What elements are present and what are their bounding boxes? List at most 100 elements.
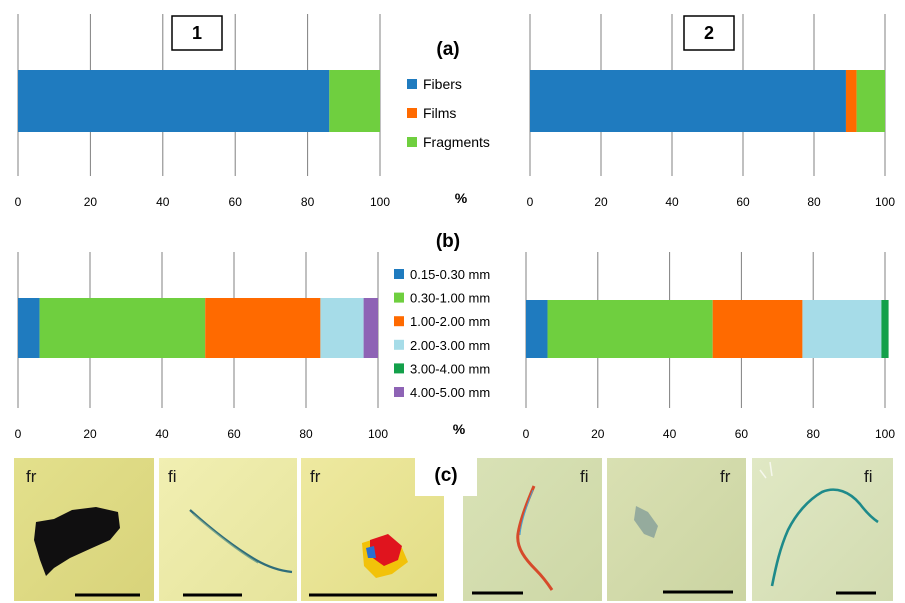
panel-c-label-box	[415, 452, 477, 496]
legend-a: Fibers Films Fragments	[407, 76, 490, 150]
dark-fragment-particle	[34, 507, 120, 576]
ticks-b2: 0 20 40 60 80 100	[523, 427, 896, 441]
blue-fiber-particle	[189, 509, 293, 574]
legend-label-fragments: Fragments	[423, 134, 490, 150]
x-tick-label: 60	[735, 427, 749, 441]
legend-swatch-3-00-4-00-mm	[394, 363, 404, 374]
x-tick-label: 80	[299, 427, 313, 441]
x-tick-label: 40	[665, 195, 679, 209]
x-tick-label: 80	[301, 195, 315, 209]
teal-fiber-particle	[770, 488, 879, 587]
chart-b2: 0 20 40 60 80 100	[523, 252, 896, 441]
x-unit-label-b: %	[453, 421, 466, 437]
legend-swatch-4-00-5-00-mm	[394, 387, 404, 397]
panel-label-c: (c)	[434, 465, 457, 486]
x-tick-label: 100	[370, 195, 390, 209]
x-tick-label: 40	[156, 195, 170, 209]
x-tick-label: 60	[736, 195, 750, 209]
photo-red-fiber: fi	[463, 458, 602, 601]
legend-swatch-0-30-1-00-mm	[394, 292, 404, 303]
site-1-label-box	[171, 15, 223, 51]
bar-segment-0-15-0-30-mm	[18, 298, 40, 358]
bars-a1	[18, 70, 380, 132]
legend-label-fibers: Fibers	[423, 76, 462, 92]
bar-segment-2-00-3-00-mm	[802, 300, 882, 358]
bar-segment-fragments	[329, 70, 380, 132]
x-tick-label: 60	[227, 427, 241, 441]
bar-segment-fibers	[18, 70, 330, 132]
photo-pale-fragment: fr	[607, 458, 746, 601]
bars-a2	[530, 70, 885, 132]
x-tick-label: 40	[155, 427, 169, 441]
photo-label: fi	[580, 467, 589, 486]
photo-strip: fr fi fr fi	[14, 452, 893, 601]
x-tick-label: 20	[83, 427, 97, 441]
x-tick-label: 20	[594, 195, 608, 209]
legend-label-4-00-5-00-mm: 4.00-5.00 mm	[410, 385, 490, 400]
bar-segment-4-00-5-00-mm	[363, 298, 378, 358]
photo-label: fr	[26, 467, 37, 486]
photo-teal-fiber: fi	[752, 458, 893, 601]
ticks-a2: 0 20 40 60 80 100	[527, 195, 896, 209]
x-unit-label-a: %	[455, 190, 468, 206]
legend-swatch-2-00-3-00-mm	[394, 339, 404, 350]
legend-label-0-15-0-30-mm: 0.15-0.30 mm	[410, 267, 490, 282]
site-2-label: 2	[704, 23, 714, 43]
x-tick-label: 20	[84, 195, 98, 209]
bars-b2	[526, 300, 889, 358]
x-tick-label: 60	[229, 195, 243, 209]
panel-label-b: (b)	[436, 231, 460, 252]
legend-swatch-1-00-2-00-mm	[394, 316, 404, 327]
photo-label: fr	[720, 467, 731, 486]
bar-segment-films	[845, 70, 857, 132]
ticks-a1: 0 20 40 60 80 100	[15, 195, 391, 209]
legend-label-1-00-2-00-mm: 1.00-2.00 mm	[410, 314, 490, 329]
x-tick-label: 0	[15, 195, 22, 209]
bars-b1	[18, 298, 378, 358]
legend-swatch-films	[407, 108, 417, 118]
site-1-label: 1	[192, 23, 202, 43]
x-tick-label: 100	[875, 427, 895, 441]
bar-segment-0-30-1-00-mm	[39, 298, 206, 358]
red-fiber-particle	[516, 485, 554, 591]
chart-a1: 0 20 40 60 80 100 1	[15, 14, 391, 209]
photo-dark-fragment: fr	[14, 458, 154, 601]
colored-fragment-red	[370, 534, 402, 566]
bar-segment-1-00-2-00-mm	[205, 298, 321, 358]
bar-segment-fragments	[856, 70, 885, 132]
x-tick-label: 80	[807, 195, 821, 209]
photo-blue-fiber: fi	[159, 458, 297, 601]
x-tick-label: 0	[523, 427, 530, 441]
x-tick-label: 20	[591, 427, 605, 441]
ticks-b1: 0 20 40 60 80 100	[15, 427, 389, 441]
x-tick-label: 100	[875, 195, 895, 209]
legend-label-films: Films	[423, 105, 456, 121]
legend-label-3-00-4-00-mm: 3.00-4.00 mm	[410, 361, 490, 376]
legend-swatch-0-15-0-30-mm	[394, 269, 404, 279]
panel-label-a: (a)	[436, 39, 459, 60]
x-tick-label: 100	[368, 427, 388, 441]
pale-fragment-particle	[634, 506, 658, 538]
bar-segment-0-15-0-30-mm	[526, 300, 548, 358]
photo-label: fi	[864, 467, 873, 486]
photo-label: fr	[310, 467, 321, 486]
legend-label-2-00-3-00-mm: 2.00-3.00 mm	[410, 338, 490, 353]
bar-segment-0-30-1-00-mm	[547, 300, 713, 358]
site-2-label-box	[683, 15, 735, 51]
legend-swatch-fibers	[407, 79, 417, 89]
chart-a2: 0 20 40 60 80 100 2	[527, 14, 896, 209]
bar-segment-fibers	[530, 70, 846, 132]
legend-b: 0.15-0.30 mm 0.30-1.00 mm 1.00-2.00 mm 2.00…	[394, 267, 490, 400]
legend-label-0-30-1-00-mm: 0.30-1.00 mm	[410, 291, 490, 306]
x-tick-label: 40	[663, 427, 677, 441]
bar-segment-3-00-4-00-mm	[881, 300, 889, 358]
x-tick-label: 0	[15, 427, 22, 441]
x-tick-label: 0	[527, 195, 534, 209]
x-tick-label: 80	[807, 427, 821, 441]
photo-label: fi	[168, 467, 177, 486]
chart-b1: 0 20 40 60 80 100	[15, 252, 389, 441]
legend-swatch-fragments	[407, 137, 417, 147]
bar-segment-2-00-3-00-mm	[320, 298, 364, 358]
bar-segment-1-00-2-00-mm	[712, 300, 803, 358]
